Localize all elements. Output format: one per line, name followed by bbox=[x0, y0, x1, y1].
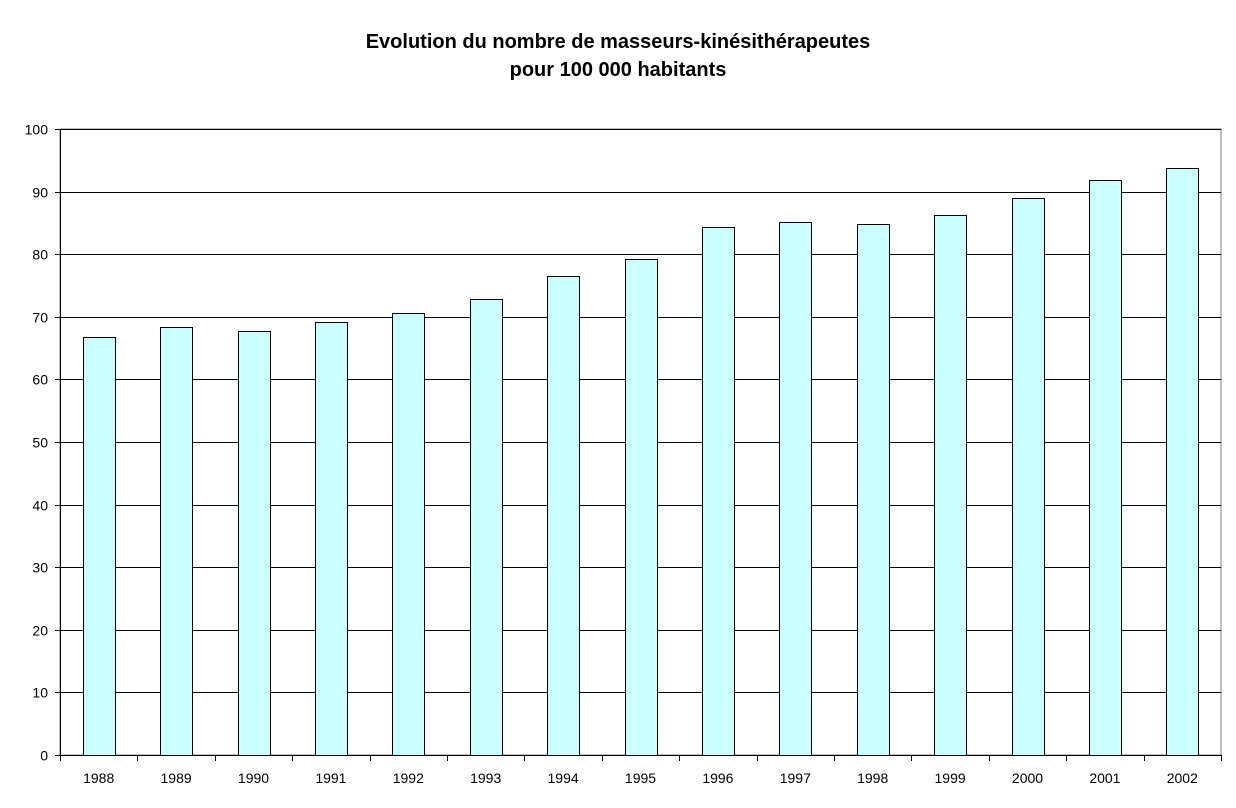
y-tick-label: 30 bbox=[32, 560, 48, 576]
y-tick-label: 0 bbox=[40, 748, 48, 764]
bar-1988 bbox=[83, 337, 116, 756]
bar-2001 bbox=[1089, 180, 1122, 756]
x-tick-label: 2000 bbox=[1012, 770, 1043, 786]
x-tick-label: 1993 bbox=[470, 770, 501, 786]
y-tick-label: 40 bbox=[32, 498, 48, 514]
bar-1989 bbox=[160, 327, 193, 756]
axes bbox=[55, 129, 1222, 761]
x-tick-label: 1999 bbox=[935, 770, 966, 786]
x-tick-label: 1990 bbox=[238, 770, 269, 786]
y-tick-label: 70 bbox=[32, 310, 48, 326]
bars bbox=[83, 168, 1199, 756]
y-tick-label: 100 bbox=[25, 122, 49, 138]
y-tick-label: 10 bbox=[32, 685, 48, 701]
x-tick-label: 1991 bbox=[315, 770, 346, 786]
y-tick-label: 50 bbox=[32, 435, 48, 451]
bar-1995 bbox=[625, 259, 658, 756]
bar-2002 bbox=[1166, 168, 1199, 756]
bar-1996 bbox=[702, 227, 735, 756]
x-tick-label: 1994 bbox=[548, 770, 579, 786]
bar-1992 bbox=[392, 313, 425, 756]
x-tick-label: 1996 bbox=[702, 770, 733, 786]
y-tick-label: 90 bbox=[32, 185, 48, 201]
x-tick-label: 2002 bbox=[1167, 770, 1198, 786]
y-tick-label: 60 bbox=[32, 372, 48, 388]
x-tick-label: 1988 bbox=[83, 770, 114, 786]
x-tick-label: 1995 bbox=[625, 770, 656, 786]
chart-title-line-1: Evolution du nombre de masseurs-kinésith… bbox=[365, 31, 871, 53]
bar-1999 bbox=[934, 215, 967, 756]
bar-2000 bbox=[1012, 198, 1045, 756]
x-tick-label: 1997 bbox=[780, 770, 811, 786]
x-tick-label: 1989 bbox=[161, 770, 192, 786]
chart-title: Evolution du nombre de masseurs-kinésith… bbox=[0, 28, 1236, 84]
bar-1991 bbox=[315, 322, 348, 756]
x-tick-label: 2001 bbox=[1089, 770, 1120, 786]
x-tick-label: 1992 bbox=[393, 770, 424, 786]
bar-1994 bbox=[547, 276, 580, 756]
bar-1997 bbox=[779, 222, 812, 756]
x-tick-label: 1998 bbox=[857, 770, 888, 786]
tick-labels: 0 10 20 30 40 50 60 70 80 90 100 1988 1989 1990 1991 19… bbox=[25, 122, 1198, 787]
y-tick-label: 80 bbox=[32, 247, 48, 263]
bar-1998 bbox=[857, 224, 890, 756]
bar-1990 bbox=[238, 331, 271, 756]
y-tick-label: 20 bbox=[32, 623, 48, 639]
chart-title-line-2: pour 100 000 habitants bbox=[509, 59, 727, 81]
bar-1993 bbox=[470, 299, 503, 756]
